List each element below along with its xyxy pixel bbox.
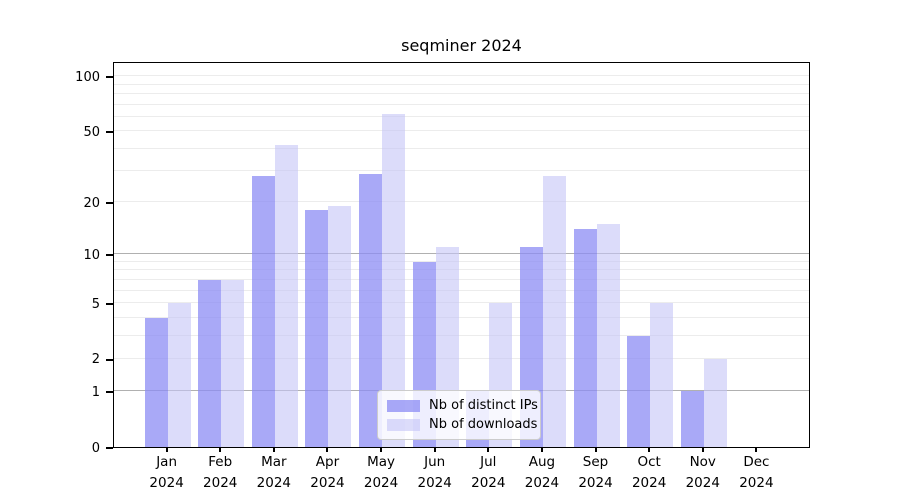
gridline-minor	[114, 147, 809, 149]
bar-distinct-ips	[305, 210, 329, 447]
gridline-minor	[114, 269, 809, 271]
gridline-minor	[114, 201, 809, 203]
x-tick-mark	[701, 447, 704, 452]
y-tick-label: 2	[91, 352, 100, 368]
x-tick-mark	[648, 447, 651, 452]
x-tick-mark	[487, 447, 490, 452]
x-tick-label: Dec 2024	[739, 454, 774, 491]
bar-distinct-ips	[144, 317, 168, 447]
x-tick-mark	[433, 447, 436, 452]
y-tick-mark	[106, 303, 113, 306]
y-tick-label: 0	[91, 440, 100, 456]
bar-downloads	[328, 206, 352, 447]
chart-title: seqminer 2024	[401, 36, 522, 55]
x-tick-mark	[326, 447, 329, 452]
y-tick-mark	[106, 447, 113, 449]
gridline-minor	[114, 278, 809, 280]
x-tick-mark	[272, 447, 275, 452]
bar-downloads	[167, 303, 191, 447]
x-tick-mark	[219, 447, 222, 452]
legend-swatch-ips-icon	[387, 399, 420, 412]
gridline-minor	[114, 357, 809, 359]
y-tick-mark	[106, 131, 113, 134]
gridline-minor	[114, 289, 809, 291]
x-tick-label: Oct 2024	[631, 454, 667, 491]
x-tick-mark	[165, 447, 168, 452]
bar-distinct-ips	[198, 279, 222, 447]
bar-distinct-ips	[573, 229, 597, 447]
x-tick-mark	[380, 447, 383, 452]
x-tick-label: Apr 2024	[310, 454, 345, 491]
x-tick-label: Aug 2024	[524, 454, 560, 491]
bar-downloads	[542, 176, 566, 447]
bar-downloads	[596, 224, 620, 447]
legend-item-distinct-ips: Nb of distinct IPs	[387, 398, 538, 413]
y-tick-mark	[106, 202, 113, 205]
bar-distinct-ips	[627, 335, 651, 447]
gridline-minor	[114, 115, 809, 117]
bar-distinct-ips	[251, 176, 275, 447]
legend-item-downloads: Nb of downloads	[387, 417, 537, 432]
x-tick-label: Feb 2024	[203, 454, 238, 491]
bar-downloads	[650, 303, 674, 447]
x-tick-mark	[755, 447, 758, 452]
y-tick-label: 10	[83, 247, 100, 263]
y-tick-mark	[106, 391, 113, 394]
y-tick-label: 20	[83, 195, 100, 211]
y-tick-label: 1	[91, 384, 100, 400]
bar-downloads	[703, 358, 727, 447]
x-tick-label: Jun 2024	[417, 454, 452, 491]
gridline-minor	[114, 75, 809, 77]
gridline-minor	[114, 92, 809, 94]
x-tick-label: Jan 2024	[149, 454, 184, 491]
bar-distinct-ips	[680, 391, 704, 447]
x-tick-mark	[594, 447, 597, 452]
gridline-minor	[114, 334, 809, 336]
gridline-minor	[114, 103, 809, 105]
legend: Nb of distinct IPs Nb of downloads	[377, 390, 541, 440]
y-tick-label: 100	[75, 69, 100, 85]
x-tick-mark	[540, 447, 543, 452]
gridline-minor	[114, 302, 809, 304]
gridline-minor	[114, 83, 809, 85]
gridline-minor	[114, 170, 809, 172]
plot-area: Nb of distinct IPs Nb of downloads	[113, 62, 810, 448]
gridline-minor	[114, 316, 809, 318]
y-tick-label: 5	[91, 296, 100, 312]
x-tick-label: May 2024	[363, 454, 399, 491]
legend-label: Nb of distinct IPs	[429, 398, 538, 413]
gridline-minor	[114, 261, 809, 262]
x-tick-label: Nov 2024	[685, 454, 720, 491]
y-tick-mark	[106, 254, 113, 257]
bar-downloads	[382, 114, 406, 447]
bar-downloads	[221, 279, 245, 447]
gridline-major	[114, 253, 809, 255]
y-tick-label: 50	[83, 124, 100, 140]
y-tick-mark	[106, 358, 113, 361]
x-tick-label: Jul 2024	[471, 454, 506, 491]
legend-swatch-downloads-icon	[387, 418, 420, 431]
bar-distinct-ips	[359, 173, 383, 447]
y-tick-mark	[106, 76, 113, 79]
gridline-minor	[114, 130, 809, 132]
x-tick-label: Sep 2024	[578, 454, 613, 491]
x-tick-label: Mar 2024	[256, 454, 292, 491]
bar-downloads	[274, 144, 298, 447]
legend-label: Nb of downloads	[429, 417, 538, 432]
